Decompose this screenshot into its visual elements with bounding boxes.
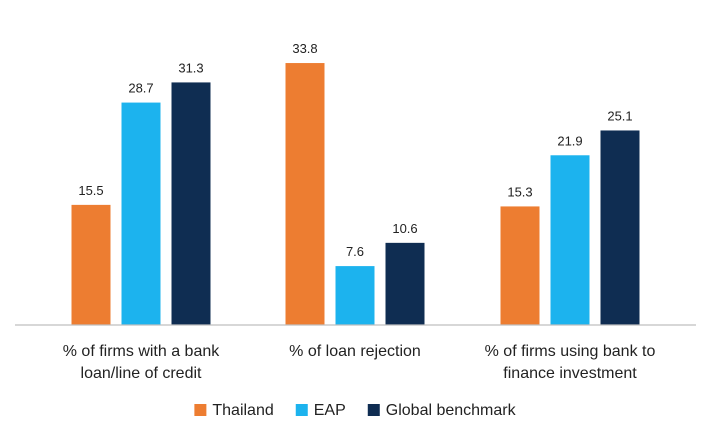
value-label-global-benchmark-2: 10.6	[392, 221, 417, 236]
bar-eap-1	[121, 102, 161, 325]
category-label-3: % of firms using bank to finance investme…	[485, 343, 656, 382]
category-label-line: % of firms with a bank	[63, 343, 221, 360]
value-label-thailand-3: 15.3	[507, 184, 532, 199]
value-label-global-benchmark-1: 31.3	[178, 60, 203, 75]
value-label-eap-1: 28.7	[128, 81, 153, 96]
legend-item-eap: EAP	[295, 402, 346, 419]
legend-swatch-global-benchmark	[367, 404, 380, 416]
value-label-global-benchmark-3: 25.1	[607, 108, 632, 123]
bar-eap-2	[335, 266, 375, 325]
bar-global-benchmark-2	[385, 242, 425, 325]
legend-item-global-benchmark: Global benchmark	[367, 402, 517, 419]
legend-label-global-benchmark: Global benchmark	[386, 402, 517, 419]
bar-thailand-3	[500, 206, 540, 325]
value-label-thailand-1: 15.5	[78, 183, 103, 198]
category-label-1: % of firms with a bank loan/line of credi…	[63, 343, 221, 382]
value-labels-layer: 15.5 28.7 31.3 33.8 7.6 10.6 15.3 21.9 25.1	[78, 41, 632, 259]
category-label-line: loan/line of credit	[81, 365, 203, 382]
bars-layer	[71, 63, 640, 326]
bar-thailand-2	[285, 63, 325, 326]
bar-global-benchmark-1	[171, 82, 211, 325]
bar-eap-3	[550, 155, 590, 325]
value-label-eap-2: 7.6	[346, 244, 364, 259]
category-labels-layer: % of firms with a bank loan/line of credi…	[63, 343, 656, 382]
bar-global-benchmark-3	[600, 130, 640, 325]
legend-swatch-thailand	[194, 404, 207, 416]
category-label-2: % of loan rejection	[289, 343, 421, 360]
legend-item-thailand: Thailand	[194, 402, 274, 419]
value-label-thailand-2: 33.8	[292, 41, 317, 56]
legend: Thailand EAP Global benchmark	[194, 402, 517, 419]
category-label-line: % of loan rejection	[289, 343, 421, 360]
bar-thailand-1	[71, 204, 111, 325]
category-label-line: % of firms using bank to	[485, 343, 656, 360]
legend-label-eap: EAP	[314, 402, 346, 419]
value-label-eap-3: 21.9	[557, 133, 582, 148]
category-label-line: finance investment	[503, 365, 637, 382]
legend-label-thailand: Thailand	[212, 402, 273, 419]
legend-swatch-eap	[295, 404, 308, 416]
